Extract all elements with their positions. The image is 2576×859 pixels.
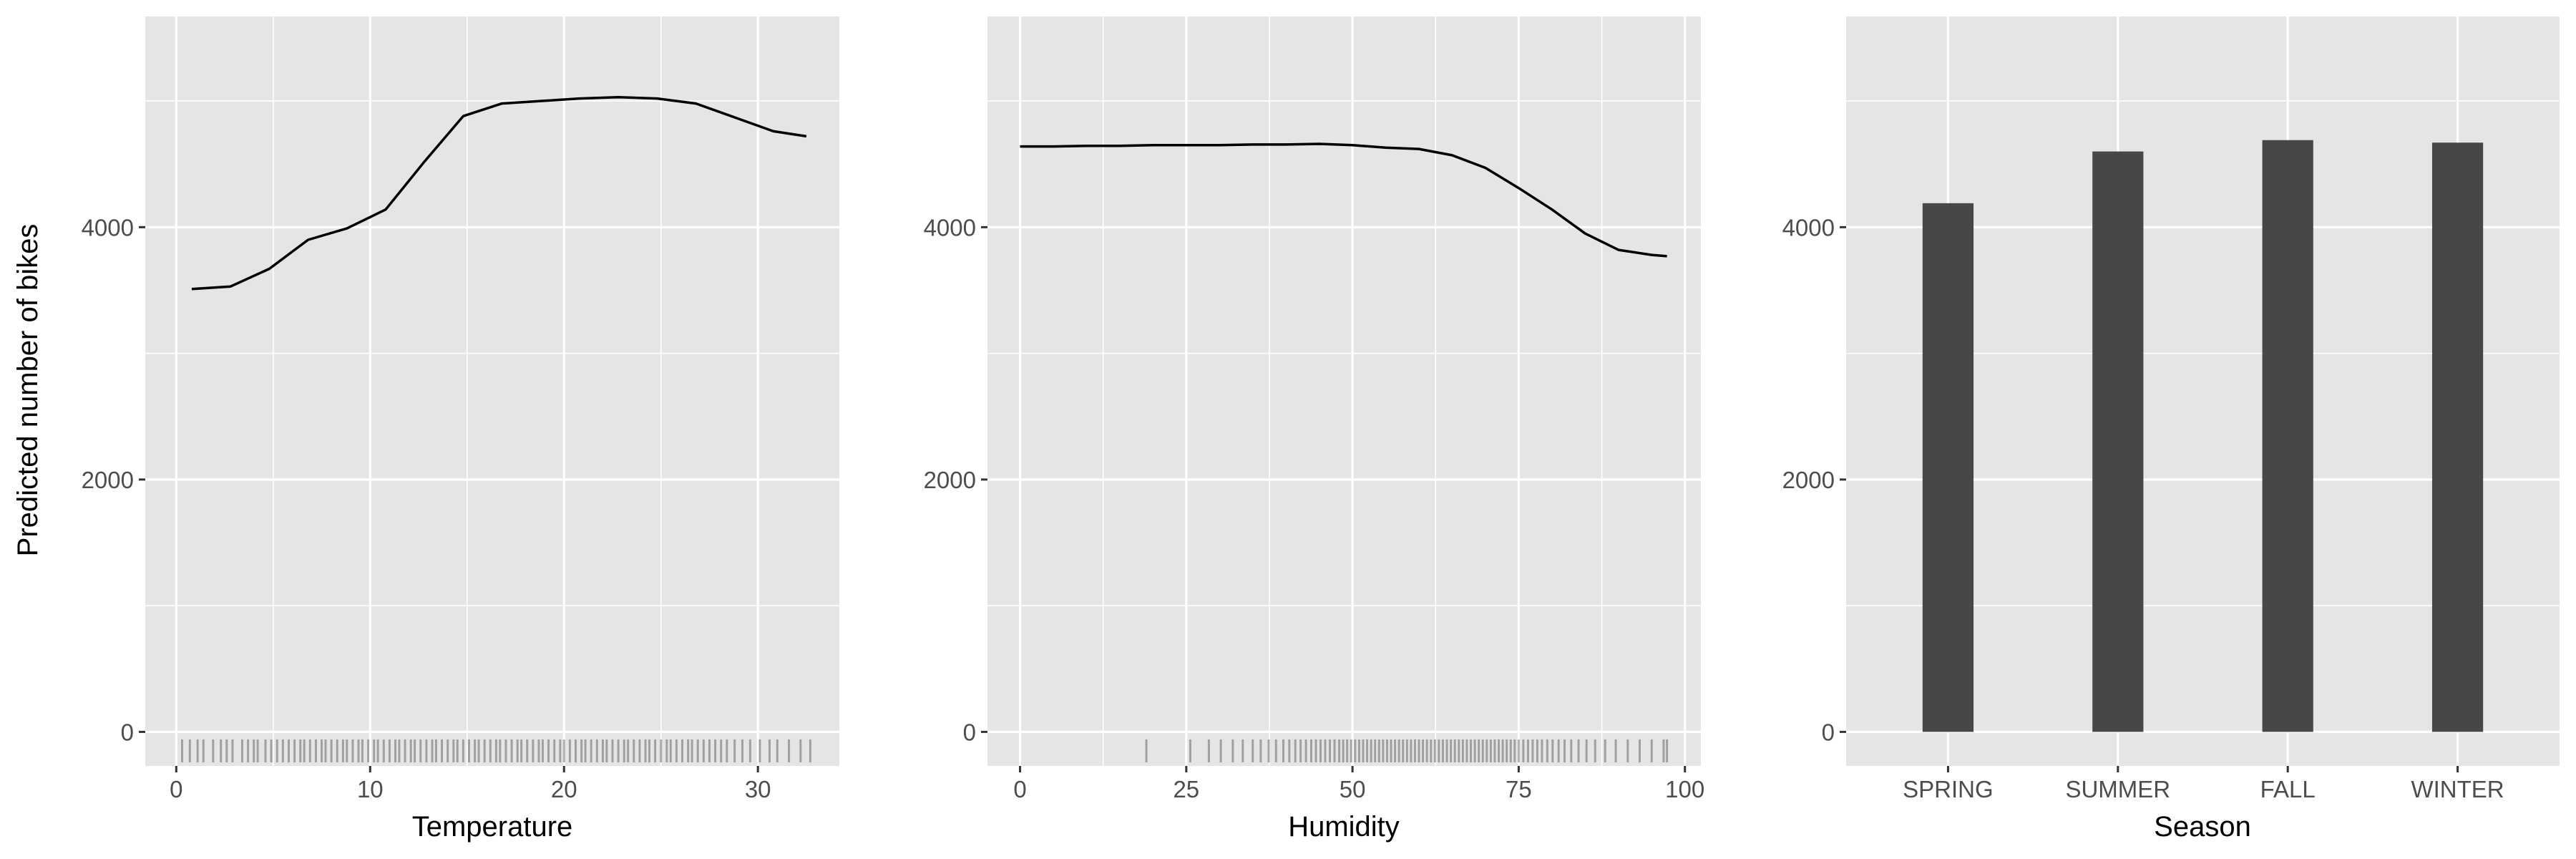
x-axis-title: Temperature <box>412 811 573 843</box>
x-tick-label: 0 <box>170 776 182 802</box>
x-axis-title: Humidity <box>1288 811 1400 843</box>
x-tick-label: SPRING <box>1903 776 1994 802</box>
pd-line <box>1020 142 1667 258</box>
x-tick-label: 50 <box>1340 776 1366 802</box>
grid-lines <box>987 16 1701 766</box>
y-tick-labels: 0 2000 4000 <box>82 214 145 745</box>
data-marks <box>1922 140 2484 732</box>
x-tick-label: SUMMER <box>2065 776 2170 802</box>
y-tick-label: 2000 <box>924 467 976 493</box>
x-tick-label: 75 <box>1506 776 1532 802</box>
bar-summer <box>2092 151 2144 732</box>
panel-season: 0 2000 4000 SPRING SUMMER FALL WINTER Season <box>1782 16 2560 843</box>
pd-line <box>191 96 807 291</box>
x-tick-label: 20 <box>551 776 577 802</box>
y-tick-label: 0 <box>963 719 976 745</box>
y-tick-label: 2000 <box>1782 467 1835 493</box>
x-tick-label: 10 <box>357 776 384 802</box>
panel-temperature: 0 2000 4000 0 10 20 30 Temperature <box>82 16 839 843</box>
y-tick-label: 0 <box>1822 719 1835 745</box>
x-tick-label: WINTER <box>2411 776 2504 802</box>
y-tick-label: 2000 <box>82 467 134 493</box>
y-tick-label: 4000 <box>1782 214 1835 241</box>
x-tick-label: 100 <box>1665 776 1704 802</box>
x-tick-label: 25 <box>1173 776 1199 802</box>
y-tick-label: 4000 <box>82 214 134 241</box>
data-marks <box>191 96 807 291</box>
x-tick-label: 30 <box>745 776 771 802</box>
bar-winter <box>2431 142 2484 732</box>
bar-spring <box>1922 203 1974 732</box>
x-tick-labels: 0 25 50 75 100 <box>1013 766 1704 802</box>
rug-marks <box>180 739 811 762</box>
grid-lines <box>145 16 839 766</box>
x-tick-labels: 0 10 20 30 <box>170 766 771 802</box>
bar-fall <box>2262 140 2313 732</box>
y-tick-label: 4000 <box>924 214 976 241</box>
data-marks <box>1020 142 1667 258</box>
y-tick-label: 0 <box>121 719 134 745</box>
x-tick-labels: SPRING SUMMER FALL WINTER <box>1903 766 2504 802</box>
panel-humidity: 0 2000 4000 0 25 50 75 100 Humidity <box>924 16 1704 843</box>
x-tick-label: FALL <box>2260 776 2316 802</box>
panel-background <box>145 16 839 766</box>
y-axis-title: Predicted number of bikes <box>12 224 44 557</box>
y-tick-labels: 0 2000 4000 <box>1782 214 1846 745</box>
rug-marks <box>1145 739 1669 762</box>
x-axis-title: Season <box>2154 811 2251 843</box>
panel-background <box>987 16 1701 766</box>
y-tick-labels: 0 2000 4000 <box>924 214 987 745</box>
x-tick-label: 0 <box>1013 776 1026 802</box>
